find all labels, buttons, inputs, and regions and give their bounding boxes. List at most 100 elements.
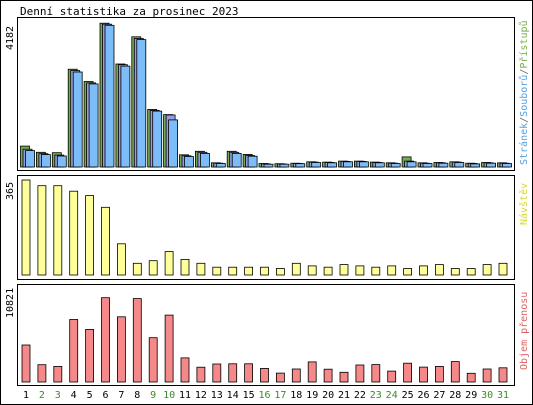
bar-panel2-day-11 <box>180 357 190 383</box>
bar-stránek-day-4 <box>72 71 83 168</box>
x-tick-day-8: 8 <box>134 390 140 401</box>
bar-panel2-day-18 <box>291 368 301 383</box>
bar-panel1-day-16 <box>260 266 269 276</box>
y-max-label-transfer: 10821 <box>5 288 16 318</box>
bar-stránek-day-16 <box>263 163 274 168</box>
bar-panel1-day-23 <box>371 266 381 276</box>
bar-stránek-day-7 <box>120 65 131 168</box>
legend-separator: / <box>519 117 530 123</box>
bar-panel1-day-4 <box>69 190 79 276</box>
x-tick-day-14: 14 <box>227 390 239 401</box>
bar-panel2-day-2 <box>37 364 47 383</box>
bar-panel2-day-19 <box>307 361 317 383</box>
x-tick-day-3: 3 <box>55 390 61 401</box>
bar-panel1-day-3 <box>53 185 63 276</box>
x-tick-day-25: 25 <box>402 390 414 401</box>
bar-stránek-day-15 <box>247 155 258 168</box>
x-tick-day-11: 11 <box>179 390 191 401</box>
bars-transfer-volume <box>21 297 508 383</box>
bar-panel2-day-22 <box>355 364 365 383</box>
panel-visits <box>17 175 515 280</box>
bar-panel1-day-14 <box>228 266 238 276</box>
x-tick-day-19: 19 <box>306 390 318 401</box>
x-tick-day-1: 1 <box>23 390 29 401</box>
bar-stránek-day-22 <box>358 161 369 168</box>
bar-panel2-day-1 <box>21 344 31 383</box>
bar-panel1-day-12 <box>196 262 206 276</box>
bar-panel1-day-29 <box>466 268 476 276</box>
legend-transfer-volume: Objem přenosu <box>518 292 530 370</box>
x-tick-day-24: 24 <box>386 390 398 401</box>
x-tick-day-21: 21 <box>338 390 350 401</box>
legend-part-pages: Stránek <box>518 123 530 165</box>
x-tick-day-28: 28 <box>449 390 461 401</box>
bar-panel2-day-23 <box>371 364 381 383</box>
legend-part-hits: Přístupů <box>518 20 530 68</box>
bar-panel2-day-29 <box>466 372 476 383</box>
bar-panel1-day-26 <box>419 265 428 276</box>
bar-stránek-day-5 <box>88 83 99 168</box>
bar-panel2-day-12 <box>196 366 206 383</box>
bar-panel2-day-5 <box>85 328 94 383</box>
bar-stránek-day-3 <box>56 155 67 168</box>
bar-stránek-day-21 <box>343 161 353 168</box>
x-tick-day-23: 23 <box>370 390 382 401</box>
bar-panel1-day-30 <box>482 264 492 276</box>
bars-pages-files-hits <box>20 22 512 168</box>
bar-panel1-day-8 <box>132 262 142 276</box>
legend-visits: Návštěv <box>518 183 530 225</box>
x-tick-day-30: 30 <box>481 390 493 401</box>
bar-stránek-day-24 <box>390 163 401 168</box>
bar-panel2-day-20 <box>323 368 333 383</box>
x-tick-day-9: 9 <box>150 390 156 401</box>
x-tick-day-17: 17 <box>274 390 286 401</box>
legend-separator: / <box>519 69 530 75</box>
y-max-label-visits: 365 <box>5 182 16 200</box>
bar-stránek-day-29 <box>470 163 481 168</box>
legend-pages-files-hits: Stránek/Souborů/Přístupů <box>518 20 530 165</box>
bar-stránek-day-20 <box>327 162 338 168</box>
bar-panel2-day-15 <box>244 363 254 383</box>
bar-stránek-day-9 <box>152 110 163 168</box>
bar-panel1-day-24 <box>387 265 397 276</box>
bar-stránek-day-26 <box>422 163 433 168</box>
bar-stránek-day-13 <box>215 163 226 168</box>
x-tick-day-4: 4 <box>71 390 77 401</box>
bar-panel2-day-30 <box>482 368 492 383</box>
bar-panel1-day-21 <box>339 264 349 276</box>
bar-panel1-day-22 <box>355 265 365 276</box>
bar-panel2-day-7 <box>117 316 126 383</box>
bar-stránek-day-1 <box>25 150 35 168</box>
bar-panel1-day-11 <box>180 258 190 276</box>
bar-panel2-day-26 <box>419 366 428 383</box>
bar-stránek-day-6 <box>104 24 115 168</box>
bar-panel1-day-7 <box>117 243 126 276</box>
bar-stránek-day-10 <box>168 119 179 168</box>
bar-panel1-day-17 <box>275 268 285 276</box>
bars-visits <box>21 179 508 276</box>
bar-stránek-day-25 <box>406 161 417 168</box>
x-tick-day-5: 5 <box>87 390 93 401</box>
bar-panel1-day-13 <box>212 266 222 276</box>
bar-panel1-day-20 <box>323 266 333 276</box>
bar-panel2-day-27 <box>434 365 444 383</box>
x-tick-day-13: 13 <box>211 390 223 401</box>
bar-panel2-day-8 <box>132 298 142 383</box>
x-tick-day-18: 18 <box>290 390 302 401</box>
bar-stránek-day-19 <box>311 162 322 168</box>
bar-stránek-day-30 <box>486 162 497 168</box>
bar-panel1-day-2 <box>37 185 47 276</box>
bar-panel1-day-1 <box>21 179 31 276</box>
bar-panel1-day-25 <box>403 268 413 276</box>
bar-stránek-day-23 <box>374 162 385 168</box>
bar-stránek-day-8 <box>136 39 147 168</box>
y-max-label-pages: 4182 <box>5 26 16 50</box>
bar-panel2-day-9 <box>148 337 158 383</box>
bar-panel1-day-18 <box>291 262 301 276</box>
bar-stránek-day-31 <box>502 163 512 168</box>
bar-stránek-day-18 <box>295 163 306 168</box>
x-tick-day-2: 2 <box>39 390 45 401</box>
bar-panel1-day-6 <box>101 206 110 276</box>
bar-stránek-day-14 <box>231 152 242 168</box>
bar-panel1-day-9 <box>148 260 158 276</box>
